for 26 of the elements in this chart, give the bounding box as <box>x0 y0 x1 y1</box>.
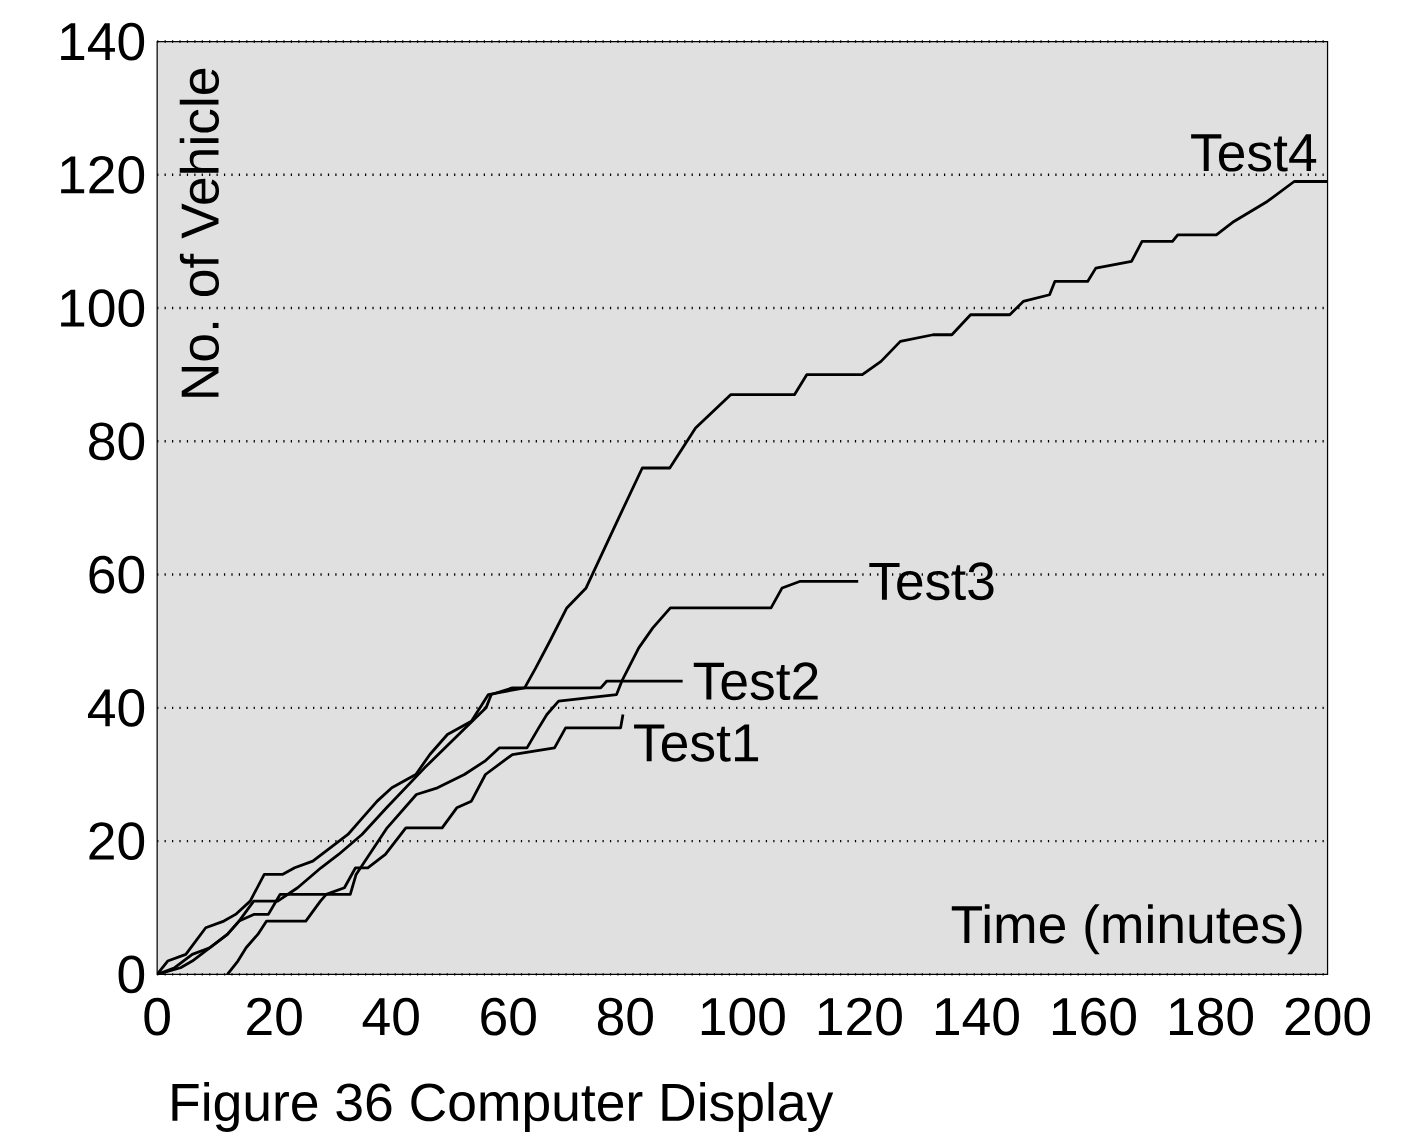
y-tick-label: 60 <box>89 555 145 594</box>
x-tick-label: 180 <box>1170 997 1254 1036</box>
x-tick-label: 160 <box>1052 997 1136 1036</box>
caption: Figure 36 Computer Display <box>172 1081 834 1132</box>
y-axis-title: No. of Vehicle <box>179 68 220 397</box>
y-tick-label: 100 <box>61 288 145 327</box>
y-tick-label: 140 <box>61 22 145 61</box>
x-tick-label: 100 <box>701 997 785 1036</box>
y-tick-label: 0 <box>118 955 145 994</box>
y-tick-label: 120 <box>61 155 145 194</box>
x-tick-label: 80 <box>597 997 653 1036</box>
y-tick-label: 40 <box>87 688 145 727</box>
y-tick-label: 20 <box>89 822 145 860</box>
x-tick-label: 60 <box>481 997 536 1036</box>
series-label: Test2 <box>693 662 818 700</box>
x-tick-label: 0 <box>144 997 170 1036</box>
x-tick-label: 40 <box>362 997 419 1036</box>
x-tick-label: 20 <box>247 997 302 1036</box>
x-tick-label: 200 <box>1285 997 1371 1036</box>
series-label: Test3 <box>869 562 994 600</box>
y-tick-label: 80 <box>89 422 145 461</box>
x-axis-title: Time (minutes) <box>951 904 1302 954</box>
series-label: Test1 <box>634 724 759 762</box>
series-label: Test4 <box>1191 134 1317 172</box>
x-tick-label: 120 <box>818 997 902 1036</box>
x-tick-label: 140 <box>935 997 1019 1036</box>
